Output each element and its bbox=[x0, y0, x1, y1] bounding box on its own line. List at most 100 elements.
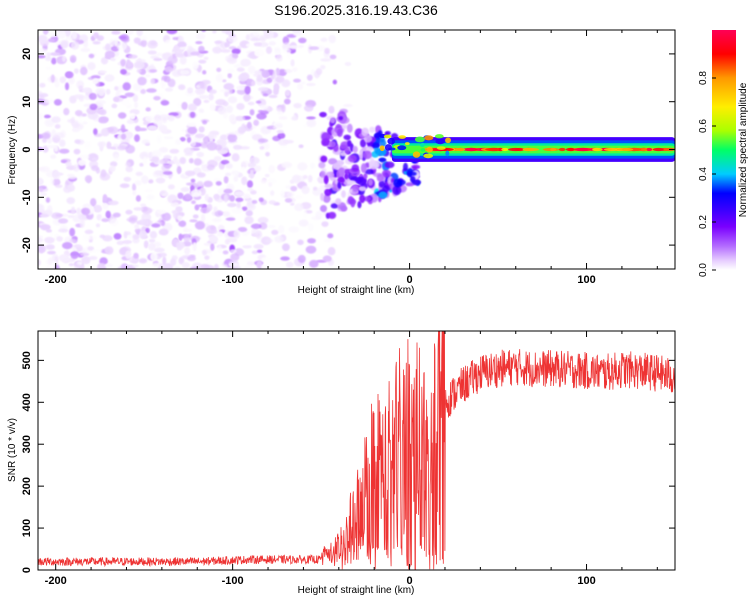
spectrogram-cell bbox=[302, 174, 308, 180]
spectrogram-cell bbox=[288, 45, 300, 49]
spectrogram-cell bbox=[214, 40, 223, 44]
spectrogram-cell bbox=[110, 57, 117, 62]
spectrogram-cell bbox=[145, 115, 155, 122]
spectrogram-cell bbox=[138, 258, 148, 264]
spectrogram-cell bbox=[64, 71, 73, 79]
spectrogram-cell bbox=[223, 175, 229, 184]
spectrogram-cell bbox=[378, 157, 387, 162]
spectrogram-cell bbox=[222, 79, 227, 83]
spectrogram-cell bbox=[132, 190, 137, 196]
spectrogram-cell bbox=[56, 30, 66, 39]
spectrogram-cell bbox=[79, 154, 90, 160]
spectrogram-cell bbox=[135, 195, 141, 202]
spectrogram-cell bbox=[315, 210, 323, 220]
spectrogram-cell bbox=[82, 121, 88, 125]
spectrogram-cell bbox=[148, 69, 158, 73]
spectrogram-cell bbox=[246, 180, 254, 188]
spectrogram-cell bbox=[129, 112, 136, 120]
signal-hotspot bbox=[639, 147, 648, 152]
spectrogram-cell bbox=[250, 125, 257, 129]
spectrogram-cell bbox=[232, 171, 239, 179]
spectrogram-cell bbox=[68, 263, 75, 267]
spectrogram-cell bbox=[132, 94, 139, 103]
spectrogram-cell bbox=[249, 37, 261, 42]
spectrogram-cell bbox=[410, 175, 416, 183]
spectrogram-cell bbox=[179, 70, 190, 75]
spectrogram-cell bbox=[125, 30, 135, 36]
spectrogram-cell bbox=[111, 30, 121, 35]
spectrogram-cell bbox=[50, 177, 55, 186]
signal-hotspot bbox=[436, 146, 446, 150]
spectrogram-cell bbox=[94, 204, 102, 213]
spectrogram-cell bbox=[203, 180, 213, 188]
spectrogram-cell bbox=[168, 184, 175, 190]
spectrogram-cell bbox=[164, 136, 174, 140]
spectrogram-cell bbox=[297, 254, 306, 264]
spectrogram-cell bbox=[243, 93, 251, 102]
spectrogram-cell bbox=[276, 129, 284, 134]
spectrogram-cell bbox=[51, 254, 59, 262]
spectrogram-cell bbox=[104, 50, 115, 60]
spectrogram-cell bbox=[233, 176, 239, 182]
spectrogram-cell bbox=[117, 145, 127, 151]
spectrogram-cell bbox=[352, 184, 360, 192]
signal-hotspot bbox=[501, 147, 509, 152]
spectrogram-cell bbox=[111, 103, 118, 109]
y-tick-label: 0 bbox=[21, 146, 33, 152]
y-tick-label: 10 bbox=[21, 96, 33, 108]
spectrogram-cell bbox=[69, 227, 76, 237]
spectrogram-cell bbox=[203, 99, 210, 104]
y-tick-label: 20 bbox=[21, 48, 33, 60]
spectrogram-cell bbox=[39, 82, 46, 88]
spectrogram-cell bbox=[206, 164, 215, 171]
spectrogram-cell bbox=[209, 103, 216, 112]
spectrogram-cell bbox=[173, 155, 178, 164]
spectrogram-cell bbox=[291, 116, 299, 121]
spectrogram-cell bbox=[312, 186, 318, 191]
spectrogram-cell bbox=[42, 30, 49, 35]
signal-hotspot bbox=[379, 145, 385, 152]
spectrogram-cell bbox=[128, 217, 138, 224]
spectrogram-cell bbox=[195, 133, 205, 139]
spectrogram-cell bbox=[177, 41, 187, 49]
spectrogram-cell bbox=[247, 188, 254, 192]
spectrogram-cell bbox=[128, 54, 138, 59]
spectrogram-cell bbox=[58, 148, 70, 154]
spectrogram-cell bbox=[61, 213, 69, 217]
snr-y-label: SNR (10 * v/v) bbox=[7, 418, 18, 482]
spectrogram-cell bbox=[225, 217, 236, 221]
spectrogram-cell bbox=[95, 223, 101, 228]
spectrogram-cell bbox=[141, 206, 148, 212]
spectrogram-cell bbox=[139, 230, 148, 240]
spectrogram-cell bbox=[163, 262, 174, 269]
spectrogram-cell bbox=[237, 126, 246, 134]
spectrogram-cell bbox=[323, 175, 329, 185]
spectrogram-cell bbox=[134, 61, 145, 69]
signal-hotspot bbox=[419, 142, 425, 148]
spectrogram-cell bbox=[148, 179, 154, 184]
spectrogram-cell bbox=[98, 91, 105, 97]
spectrogram-cell bbox=[223, 83, 235, 91]
spectrogram-cell bbox=[204, 255, 210, 260]
spectrogram-cell bbox=[233, 144, 243, 150]
spectrogram-cell bbox=[369, 126, 376, 133]
signal-hotspot bbox=[404, 142, 410, 146]
spectrogram-cell bbox=[153, 247, 165, 253]
spectrogram-cell bbox=[141, 139, 150, 145]
spectrogram-cell bbox=[257, 87, 269, 92]
spectrogram-cell bbox=[343, 173, 349, 180]
spectrogram-cell bbox=[46, 52, 51, 58]
spectrogram-cell bbox=[198, 95, 210, 100]
spectrogram-cell bbox=[236, 85, 247, 91]
spectrogram-cell bbox=[38, 237, 44, 243]
spectrogram-cell bbox=[250, 190, 257, 195]
spectrogram-cell bbox=[189, 219, 198, 223]
spectrogram-cell bbox=[149, 230, 158, 239]
spectrogram-cell bbox=[107, 200, 119, 206]
spectrogram-cell bbox=[56, 236, 63, 242]
spectrogram-cell bbox=[285, 261, 294, 268]
signal-hotspot bbox=[467, 147, 476, 152]
spectrogram-cell bbox=[305, 245, 317, 254]
spectrogram-cell bbox=[185, 193, 192, 200]
spectrogram-cell bbox=[50, 154, 57, 159]
